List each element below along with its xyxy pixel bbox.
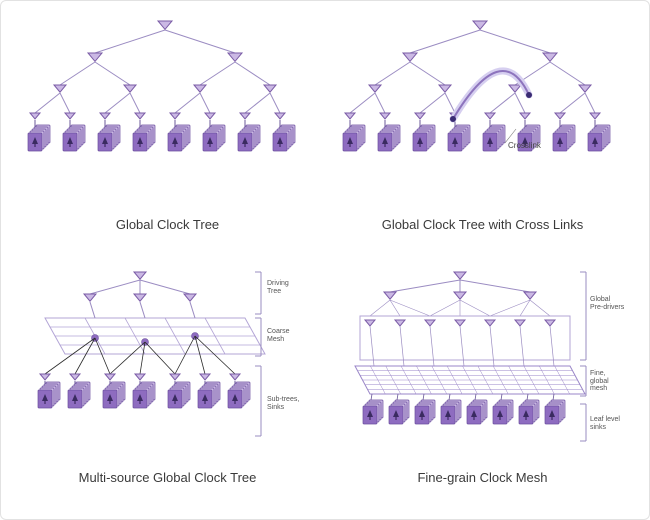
layout-grid: Global Clock Tree Crosslink Global Clock…	[15, 13, 635, 509]
panel-multisource: Driving Tree Coarse Mesh Sub-trees, Sink…	[15, 266, 320, 509]
diagram-frame: Global Clock Tree Crosslink Global Clock…	[0, 0, 650, 520]
label-coarse-mesh: Coarse Mesh	[267, 328, 290, 343]
svg-global-clock-tree-crosslinks	[330, 13, 630, 213]
caption-bl: Multi-source Global Clock Tree	[15, 470, 320, 485]
label-global-predrivers: Global Pre-drivers	[590, 296, 624, 311]
label-driving-tree: Driving Tree	[267, 280, 289, 295]
svg-finegrain	[330, 266, 630, 466]
crosslink-label: Crosslink	[508, 141, 541, 150]
caption-br: Fine-grain Clock Mesh	[330, 470, 635, 485]
panel-global-clock-tree-crosslinks: Crosslink Global Clock Tree with Cross L…	[330, 13, 635, 256]
panel-finegrain: Global Pre-drivers Fine, global mesh Lea…	[330, 266, 635, 509]
panel-global-clock-tree: Global Clock Tree	[15, 13, 320, 256]
svg-multisource	[15, 266, 315, 466]
label-fine-mesh: Fine, global mesh	[590, 370, 609, 393]
svg-global-clock-tree	[15, 13, 315, 213]
label-leaf-sinks: Leaf level sinks	[590, 416, 620, 431]
caption-tl: Global Clock Tree	[15, 217, 320, 232]
label-subtrees: Sub-trees, Sinks	[267, 396, 299, 411]
caption-tr: Global Clock Tree with Cross Links	[330, 217, 635, 232]
